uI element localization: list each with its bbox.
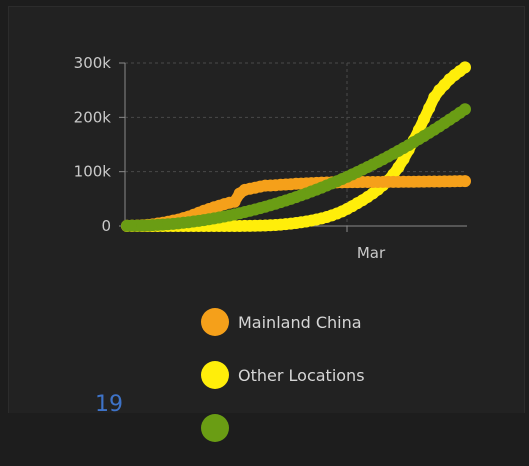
legend-swatch-mainland-china bbox=[201, 308, 229, 336]
y-tick-label: 200k bbox=[74, 108, 112, 126]
legend-swatch-other-locations bbox=[201, 361, 229, 389]
chart-series bbox=[121, 61, 471, 232]
chart-grid bbox=[125, 62, 467, 226]
legend-item-third-series[interactable] bbox=[201, 413, 365, 443]
data-point-other-locations bbox=[418, 112, 431, 125]
data-point-other-locations bbox=[459, 61, 471, 74]
line-chart: 0 100k 200k 300k Mar bbox=[74, 54, 471, 262]
legend-item-mainland-china[interactable]: Mainland China bbox=[201, 307, 365, 337]
series-third-series bbox=[121, 103, 471, 232]
legend-label-mainland-china: Mainland China bbox=[238, 312, 362, 332]
legend-item-other-locations[interactable]: Other Locations bbox=[201, 360, 365, 390]
y-tick-label: 300k bbox=[74, 54, 112, 72]
series-other-locations bbox=[121, 61, 471, 232]
legend-swatch-third-series bbox=[201, 414, 229, 442]
corner-number: 19 bbox=[95, 392, 123, 417]
y-tick-label: 0 bbox=[101, 217, 111, 235]
data-point-mainland-china bbox=[459, 175, 471, 188]
chart-legend: Mainland China Other Locations bbox=[201, 307, 365, 466]
data-point-other-locations bbox=[423, 102, 436, 115]
y-tick-label: 100k bbox=[74, 163, 112, 181]
x-tick-label: Mar bbox=[357, 244, 386, 262]
legend-label-other-locations: Other Locations bbox=[238, 365, 365, 385]
data-point-third-series bbox=[459, 103, 471, 116]
